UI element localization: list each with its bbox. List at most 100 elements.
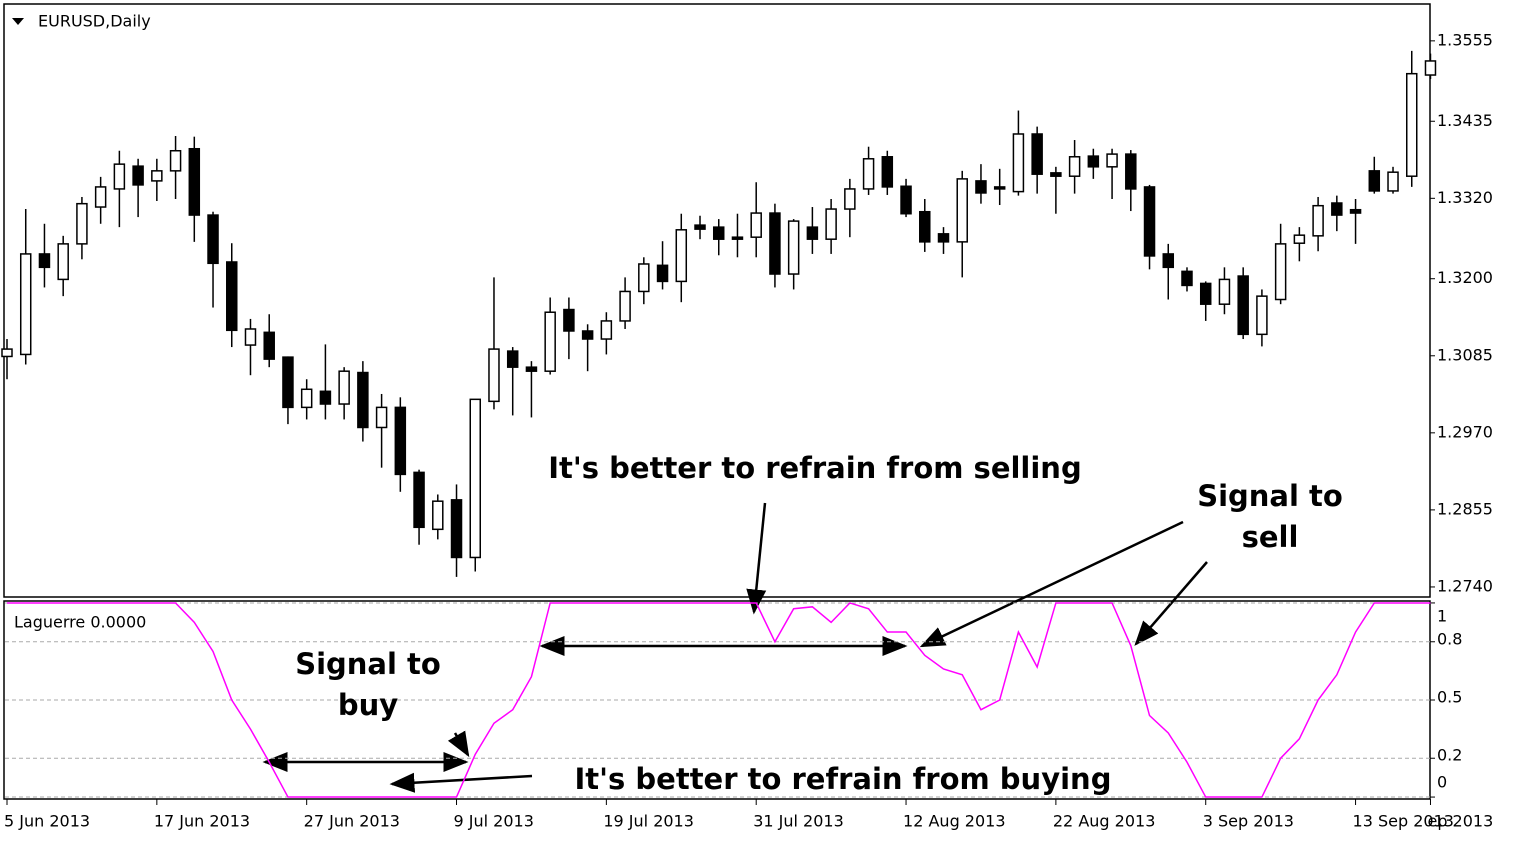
candle-body bbox=[975, 180, 987, 194]
candle-body bbox=[1331, 202, 1343, 216]
candle-body bbox=[226, 261, 238, 332]
candle-body bbox=[338, 370, 350, 405]
candle-body bbox=[881, 156, 894, 188]
candle-body bbox=[1125, 153, 1137, 190]
candle-body bbox=[469, 398, 481, 559]
candle-body bbox=[1, 348, 13, 358]
candle-body bbox=[787, 220, 800, 275]
y-tick-label: 1 bbox=[1437, 606, 1447, 625]
candle-body bbox=[619, 290, 631, 322]
annotation: sell bbox=[1242, 520, 1299, 554]
candle-body bbox=[956, 178, 968, 243]
candle-body bbox=[675, 229, 688, 283]
candle-body bbox=[1293, 234, 1306, 244]
candle-body bbox=[862, 158, 875, 190]
candle-body bbox=[207, 214, 219, 265]
candle-body bbox=[282, 356, 294, 409]
candle-body bbox=[544, 311, 556, 372]
candle-body bbox=[825, 208, 837, 240]
candle-body bbox=[1162, 253, 1175, 269]
y-tick-label: 1.3435 bbox=[1437, 111, 1493, 130]
candle-body bbox=[263, 331, 275, 360]
x-tick-label: 5 Jun 2013 bbox=[4, 812, 90, 831]
annotation: buy bbox=[338, 688, 398, 722]
candle-body bbox=[375, 406, 388, 429]
indicator-line bbox=[7, 602, 1431, 798]
arrows bbox=[262, 502, 1208, 793]
candle-body bbox=[76, 202, 88, 245]
y-tick-label: 1.2970 bbox=[1437, 422, 1493, 441]
arrow bbox=[447, 730, 470, 758]
menu-triangle bbox=[12, 18, 24, 25]
chart-title: EURUSD,Daily bbox=[38, 12, 151, 31]
candle-body bbox=[563, 308, 575, 332]
candle-body bbox=[806, 226, 819, 240]
candle-body bbox=[94, 186, 107, 208]
candle-body bbox=[132, 165, 144, 186]
candle-body bbox=[151, 170, 163, 182]
candle-body bbox=[1012, 133, 1025, 193]
annotation: It's better to refrain from selling bbox=[548, 451, 1081, 485]
candle-body bbox=[1087, 155, 1100, 168]
candle-body bbox=[1387, 171, 1399, 192]
candle-body bbox=[244, 328, 257, 346]
candle-body bbox=[1050, 172, 1062, 177]
candle-body bbox=[600, 320, 613, 340]
y-tick-label: 1.3200 bbox=[1437, 268, 1493, 287]
arrow bbox=[919, 520, 1184, 648]
indicator-panel bbox=[3, 600, 1431, 800]
x-tick-label: ep 2013 bbox=[1427, 812, 1493, 831]
candle-body bbox=[919, 210, 931, 243]
price-panel bbox=[3, 3, 1431, 598]
y-tick-label: 0.8 bbox=[1437, 629, 1462, 648]
candle-body bbox=[900, 185, 912, 215]
candle-body bbox=[1181, 270, 1193, 287]
candle-body bbox=[1143, 186, 1156, 257]
annotation: Signal to bbox=[1197, 479, 1343, 513]
candle-body bbox=[525, 366, 538, 372]
candle-body bbox=[1106, 153, 1118, 168]
x-tick-label: 22 Aug 2013 bbox=[1053, 812, 1156, 831]
candle-body bbox=[319, 390, 332, 405]
candle-body bbox=[750, 212, 762, 238]
candle-body bbox=[413, 471, 425, 529]
x-tick-label: 3 Sep 2013 bbox=[1203, 812, 1294, 831]
y-tick-label: 1.2855 bbox=[1437, 499, 1493, 518]
y-tick-label: 0.2 bbox=[1437, 746, 1462, 765]
candle-body bbox=[188, 147, 201, 216]
candle-body bbox=[712, 226, 725, 240]
y-tick-label: 1.2740 bbox=[1437, 576, 1493, 595]
x-tick-label: 31 Jul 2013 bbox=[753, 812, 844, 831]
candle-body bbox=[694, 224, 706, 230]
y-tick-label: 0 bbox=[1437, 773, 1447, 792]
candle-body bbox=[357, 371, 369, 429]
candle-body bbox=[450, 499, 463, 559]
candle-body bbox=[300, 388, 313, 409]
indicator-title: Laguerre 0.0000 bbox=[14, 613, 146, 632]
candle-body bbox=[432, 500, 444, 531]
candle-body bbox=[1274, 243, 1287, 301]
arrow bbox=[1134, 561, 1208, 646]
candle-body bbox=[638, 263, 650, 293]
annotation: Signal to bbox=[295, 647, 441, 681]
candle-body bbox=[1312, 204, 1324, 237]
candle-body bbox=[1424, 60, 1437, 76]
arrow bbox=[746, 502, 767, 615]
candle-body bbox=[731, 236, 744, 240]
x-tick-label: 17 Jun 2013 bbox=[154, 812, 250, 831]
x-tick-label: 12 Aug 2013 bbox=[903, 812, 1006, 831]
y-tick-label: 1.3555 bbox=[1437, 30, 1493, 49]
candle-body bbox=[394, 406, 407, 476]
candle-body bbox=[1068, 156, 1081, 177]
y-tick-label: 0.5 bbox=[1437, 688, 1462, 707]
candle-body bbox=[581, 330, 594, 340]
candle-body bbox=[506, 350, 519, 368]
candle-body bbox=[488, 348, 500, 403]
candle-body bbox=[57, 243, 69, 281]
candle-body bbox=[1349, 208, 1362, 214]
x-tick-label: 13 Sep 2013 bbox=[1353, 812, 1454, 831]
arrow bbox=[389, 772, 533, 793]
candle-body bbox=[769, 212, 781, 275]
x-tick-label: 19 Jul 2013 bbox=[603, 812, 694, 831]
